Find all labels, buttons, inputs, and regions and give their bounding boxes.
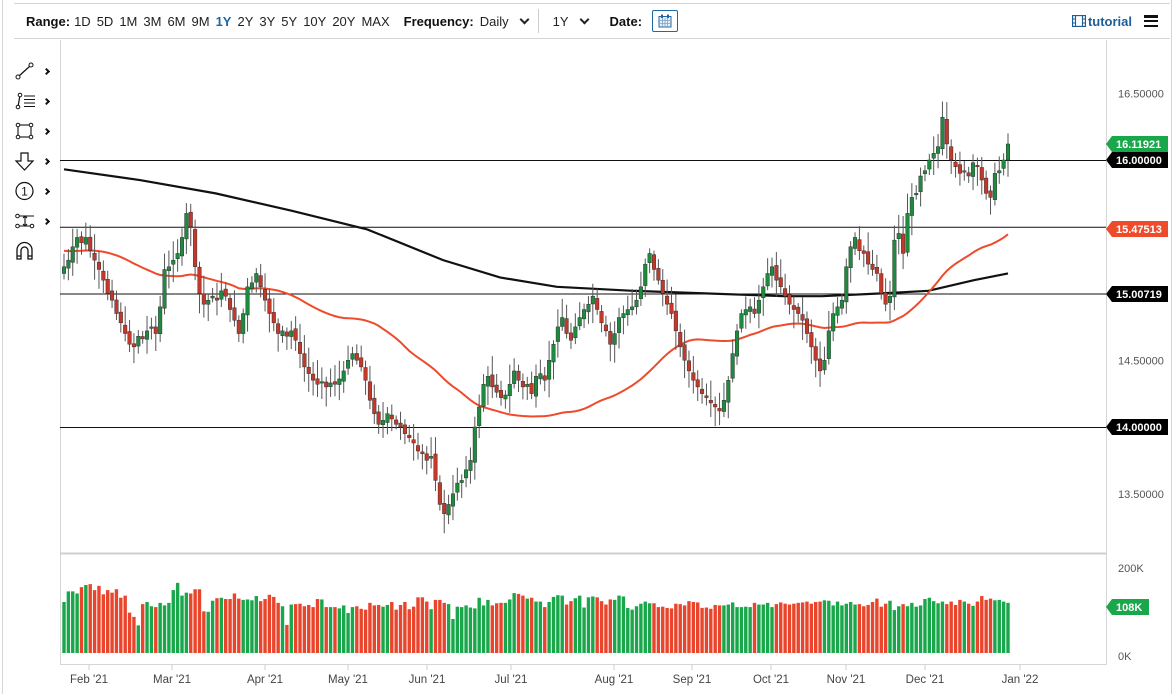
range-option-5y[interactable]: 5Y — [281, 13, 298, 29]
x-tick-label: Mar '21 — [153, 674, 191, 686]
price-tag-last-price: 16.11921 — [1106, 136, 1168, 152]
time-axis: Feb '21 Mar '21 Apr '21 May '21 Jun '21 Jul '… — [70, 665, 1038, 686]
date-label: Date: — [609, 13, 643, 29]
date-picker-button[interactable] — [652, 10, 679, 32]
range-option-1d[interactable]: 1D — [74, 13, 91, 29]
x-tick-label: Apr '21 — [247, 674, 283, 686]
measure-icon — [15, 213, 35, 229]
period-value: 1Y — [552, 13, 569, 29]
line-segment-icon — [15, 62, 34, 80]
frame-border-right — [1171, 0, 1172, 694]
range-option-9m[interactable]: 9M — [191, 13, 210, 29]
magnet-icon — [16, 241, 33, 260]
x-tick-label: Sep '21 — [673, 674, 712, 686]
fib-lines-icon — [15, 92, 35, 110]
price-tag-ma50: 15.47513 — [1106, 221, 1168, 237]
y-tick-label: 13.50000 — [1118, 489, 1164, 501]
price-tag-horizontal-line: 14.00000 — [1106, 419, 1168, 435]
x-tick-label: Oct '21 — [753, 674, 789, 686]
calendar-icon — [658, 14, 672, 28]
measure-tool[interactable] — [14, 206, 60, 236]
range-option-10y[interactable]: 10Y — [303, 13, 327, 29]
price-tag-ma200: 15.00719 — [1106, 286, 1168, 302]
range-option-3y[interactable]: 3Y — [259, 13, 276, 29]
annotation-tool[interactable]: 1 — [14, 176, 60, 206]
fibonacci-tool[interactable] — [14, 86, 60, 116]
x-tick-label: Nov '21 — [827, 674, 866, 686]
frequency-value: Daily — [479, 13, 509, 29]
tutorial-label: tutorial — [1087, 13, 1132, 29]
frequency-select[interactable]: Daily — [479, 13, 530, 29]
range-option-5d[interactable]: 5D — [96, 13, 114, 29]
candlesticks — [62, 101, 1011, 534]
range-option-3m[interactable]: 3M — [143, 13, 162, 29]
volume-bars — [62, 582, 1010, 653]
range-option-1y[interactable]: 1Y — [215, 13, 232, 29]
drawing-tools-panel: 1 — [14, 56, 60, 266]
period-select[interactable]: 1Y — [552, 13, 589, 29]
svg-text:16.11921: 16.11921 — [1116, 139, 1161, 151]
ma200-line — [63, 168, 1009, 298]
x-tick-label: Aug '21 — [595, 674, 634, 686]
range-options: 1D 5D 1M 3M 6M 9M 1Y 2Y 3Y 5Y 10Y 20Y MAX — [74, 14, 396, 29]
price-tags: 16.11921 16.00000 15.47513 15.00719 14.00000… — [1106, 136, 1168, 615]
svg-text:14.00000: 14.00000 — [1116, 422, 1162, 434]
svg-text:108K: 108K — [1116, 602, 1142, 614]
trendline-tool[interactable] — [14, 56, 60, 86]
y-tick-label: 14.50000 — [1118, 355, 1164, 367]
y-tick-label: 16.50000 — [1118, 88, 1164, 100]
arrow-tool[interactable] — [14, 146, 60, 176]
range-option-20y[interactable]: 20Y — [332, 13, 356, 29]
down-arrow-icon — [14, 152, 35, 171]
range-option-max[interactable]: MAX — [361, 13, 390, 29]
x-tick-label: Dec '21 — [906, 674, 945, 686]
x-tick-label: Jul '21 — [495, 674, 528, 686]
toolbar-divider — [537, 9, 539, 33]
svg-text:15.47513: 15.47513 — [1116, 224, 1162, 236]
rectangle-icon — [15, 122, 34, 140]
range-option-6m[interactable]: 6M — [167, 13, 186, 29]
volume-tag: 108K — [1106, 599, 1149, 615]
range-option-2y[interactable]: 2Y — [237, 13, 254, 29]
frame-border-left — [2, 0, 3, 694]
x-tick-label: Jan '22 — [1002, 674, 1039, 686]
svg-text:16.00000: 16.00000 — [1116, 155, 1162, 167]
volume-tick-label: 0K — [1118, 651, 1132, 663]
svg-text:15.00719: 15.00719 — [1116, 289, 1162, 301]
magnet-tool[interactable] — [14, 236, 60, 266]
tutorial-link[interactable]: tutorial — [1071, 13, 1132, 29]
numbered-circle-icon: 1 — [15, 181, 34, 201]
chart-toolbar: Range: 1D 5D 1M 3M 6M 9M 1Y 2Y 3Y 5Y 10Y 20Y MAX Fre… — [14, 3, 1170, 39]
price-axis: 16.50000 14.50000 13.50000 200K 0K — [1118, 88, 1164, 663]
frequency-label: Frequency: — [403, 13, 474, 29]
price-tag-horizontal-line: 16.00000 — [1106, 152, 1168, 168]
x-tick-label: May '21 — [328, 674, 368, 686]
range-option-1m[interactable]: 1M — [119, 13, 138, 29]
film-icon — [1071, 15, 1086, 27]
range-label: Range: — [26, 13, 71, 29]
rectangle-tool[interactable] — [14, 116, 60, 146]
volume-tick-label: 200K — [1118, 563, 1144, 575]
svg-text:1: 1 — [21, 185, 28, 199]
hamburger-menu-icon[interactable] — [1144, 15, 1158, 27]
x-tick-label: Jun '21 — [409, 674, 446, 686]
x-tick-label: Feb '21 — [70, 674, 108, 686]
